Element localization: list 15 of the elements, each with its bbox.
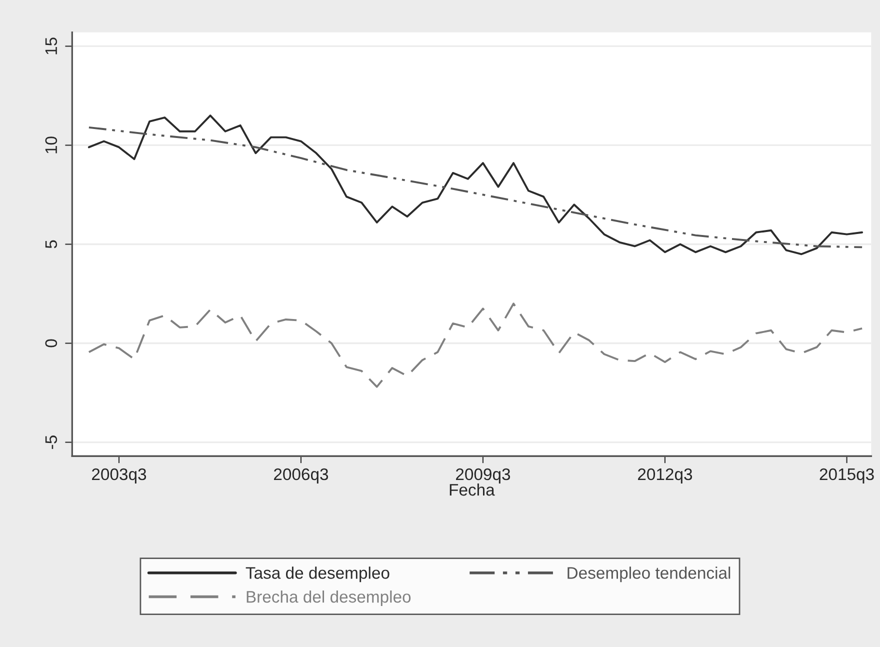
x-tick-label: 2012q3 [638,468,692,484]
text: Tasa de desempleo [246,566,390,582]
x-tick-label: 2015q3 [820,468,874,484]
y-tick-label: -5 [45,436,58,449]
y-tick-label: 10 [45,136,58,154]
x-tick-label: 2009q3 [456,468,510,484]
line-series [88,302,864,388]
text: Desempleo tendencial [568,566,730,582]
x-tick-label: 2003q3 [92,468,146,484]
y-tick-label: 5 [45,240,58,248]
y-tick-label: 15 [45,38,58,54]
y-tick-label: 0 [45,339,58,348]
x-axis-title: Fecha [450,483,495,496]
x-tick-label: 2006q3 [274,468,328,484]
text: Brecha del desempleo [246,590,411,606]
